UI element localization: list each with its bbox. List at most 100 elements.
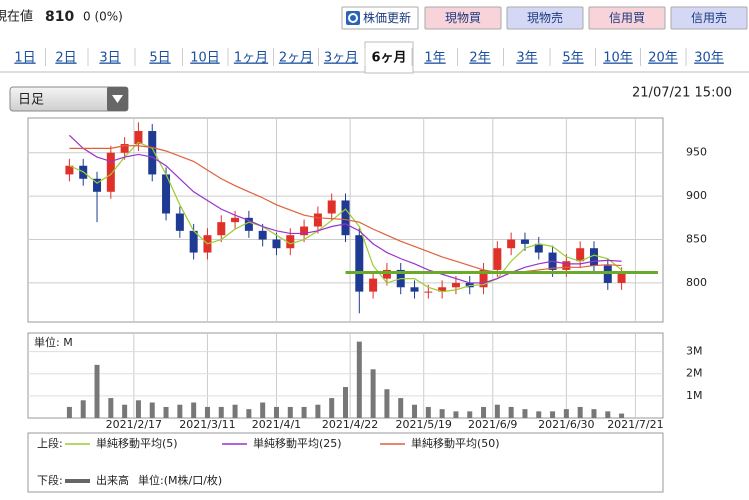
button[interactable]: [670, 6, 748, 30]
volume-bar: [591, 409, 597, 418]
volume-bar: [163, 406, 169, 418]
volume-bar: [66, 406, 72, 418]
legend-label: 単純移動平均(5): [96, 436, 178, 450]
tab[interactable]: 2年: [469, 51, 490, 66]
candle-body: [355, 235, 364, 292]
candle-body: [382, 269, 391, 279]
legend-upper-label: 上段:: [37, 436, 63, 450]
tab[interactable]: 6ヶ月: [371, 51, 406, 66]
volume-bar: [122, 404, 128, 418]
candle-body: [617, 272, 626, 283]
legend-volume-name: 出来高: [96, 473, 129, 487]
tab[interactable]: 30年: [694, 51, 724, 66]
candle-body: [120, 144, 129, 153]
candle-body: [313, 213, 322, 227]
tab[interactable]: 10日: [190, 51, 220, 66]
volume-bar: [218, 406, 224, 418]
tab[interactable]: 3ヶ月: [324, 51, 358, 66]
legend-label: 単純移動平均(50): [411, 436, 500, 450]
volume-bar: [384, 389, 390, 418]
dropdown-text[interactable]: 日足: [18, 93, 44, 108]
volume-bar: [343, 387, 348, 418]
candle-body: [327, 200, 336, 214]
candle-body: [341, 200, 350, 236]
button-label[interactable]: 現物買: [445, 11, 481, 25]
candle-body: [603, 265, 612, 283]
price-change: 0 (0%): [83, 10, 123, 24]
volume-bar: [356, 341, 362, 418]
button-label[interactable]: 信用買: [609, 11, 645, 25]
button[interactable]: [341, 6, 419, 30]
volume-bar: [260, 402, 266, 418]
volume-bar: [398, 398, 404, 418]
volume-bar: [536, 411, 542, 418]
tab[interactable]: 2日: [55, 51, 76, 66]
refresh-glyph: [348, 13, 358, 23]
x-tick-label: 2021/5/19: [396, 418, 452, 431]
volume-bar: [412, 404, 418, 418]
candle-body: [369, 278, 378, 292]
volume-bar: [80, 400, 86, 418]
x-tick-label: 2021/6/9: [468, 418, 517, 431]
candle-body: [231, 217, 240, 223]
candle-body: [576, 248, 585, 262]
button[interactable]: [424, 6, 502, 30]
tab[interactable]: 1日: [14, 51, 35, 66]
candle-body: [134, 131, 143, 145]
candle-body: [258, 230, 267, 240]
tab-selected: [364, 41, 414, 74]
moving-average-line: [69, 141, 622, 293]
candle-body: [65, 165, 74, 175]
button-label[interactable]: 現物売: [527, 10, 563, 25]
volume-bar: [191, 402, 197, 418]
candle-body: [520, 239, 529, 244]
volume-unit: 単位: M: [34, 335, 73, 349]
tab[interactable]: 3日: [99, 51, 120, 66]
candle-body: [175, 213, 184, 231]
price-label: 現在値: [0, 9, 33, 25]
volume-bar: [453, 411, 459, 418]
volume-bar: [301, 406, 307, 418]
x-tick-label: 2021/2/17: [106, 418, 162, 431]
x-tick-label: 2021/6/30: [538, 418, 594, 431]
volume-bar: [550, 411, 556, 418]
legend-volume-unit: 単位:(M株/口/枚): [138, 473, 222, 487]
tab[interactable]: 10年: [603, 51, 633, 66]
volume-bar: [246, 409, 252, 418]
candle-body: [410, 287, 419, 292]
volume-bar: [94, 364, 100, 418]
candle-body: [93, 178, 102, 192]
volume-bar: [494, 404, 500, 418]
volume-bar: [439, 409, 445, 418]
candle-body: [451, 282, 460, 288]
button[interactable]: [506, 6, 584, 30]
volume-bar: [177, 404, 183, 418]
tab[interactable]: 3年: [516, 51, 537, 66]
volume-bar: [329, 398, 335, 418]
tab[interactable]: 5年: [562, 51, 583, 66]
candle-body: [148, 131, 157, 175]
candle-body: [589, 248, 598, 266]
button-label[interactable]: 株価更新: [363, 10, 411, 25]
tab[interactable]: 5日: [149, 51, 170, 66]
tab[interactable]: 20年: [648, 51, 678, 66]
candle-body: [534, 243, 543, 253]
candle-body: [507, 239, 516, 249]
candle-body: [106, 152, 115, 192]
tab[interactable]: 2ヶ月: [279, 51, 313, 66]
x-tick-label: 2021/4/22: [322, 418, 378, 431]
volume-bar: [605, 411, 611, 418]
timestamp: 21/07/21 15:00: [632, 86, 732, 101]
legend-box: [27, 432, 664, 493]
volume-bar: [204, 406, 210, 418]
button-label[interactable]: 信用売: [691, 10, 727, 25]
button[interactable]: [588, 6, 666, 30]
moving-average-line: [69, 134, 622, 284]
period-dropdown[interactable]: 日足: [9, 86, 129, 112]
tab[interactable]: 1年: [424, 51, 445, 66]
y-tick-label: 850: [686, 233, 707, 246]
candle-body: [272, 239, 281, 249]
volume-bar: [370, 369, 376, 418]
tab[interactable]: 1ヶ月: [234, 51, 268, 66]
